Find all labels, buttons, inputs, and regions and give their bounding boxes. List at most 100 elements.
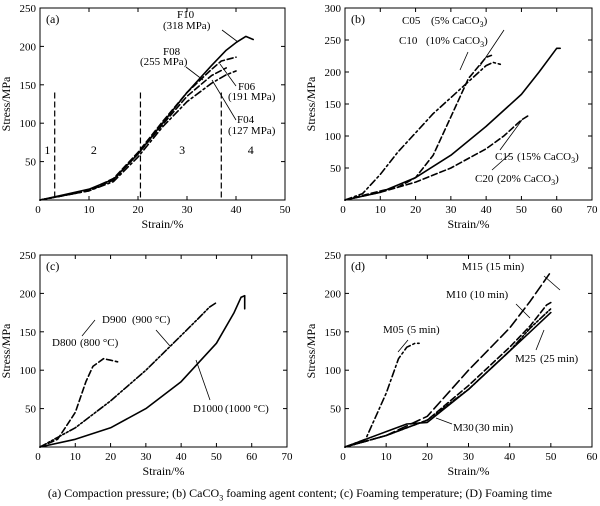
series-annotation: (1000 °C)	[225, 403, 269, 415]
y-axis-label: Stress/MPa	[0, 323, 13, 378]
series-annotation: (20% CaCO3)	[497, 173, 559, 187]
chart-panel: 10 20 30 40 50 60 0 50 100 150 200 250 Strain/% Stres…	[304, 250, 598, 478]
y-tick-label: 250	[325, 250, 342, 262]
x-axis-label: Strain/%	[142, 217, 184, 231]
series-line	[39, 301, 218, 448]
y-tick-label: 300	[325, 3, 342, 15]
x-tick-label: 60	[551, 204, 563, 216]
plot-frame	[39, 254, 288, 448]
series-line	[344, 301, 552, 448]
series-line	[344, 61, 502, 201]
leader-line	[185, 66, 204, 81]
leader-line	[219, 63, 237, 87]
x-tick-label: 20	[105, 451, 117, 463]
series-annotation: (800 °C)	[80, 337, 119, 349]
x-tick-label: 0	[340, 204, 346, 216]
y-axis-label: Stress/MPa	[0, 76, 13, 131]
x-tick-label: 0	[340, 451, 346, 463]
y-tick-label: 50	[330, 163, 342, 175]
series-annotation: (900 °C)	[132, 314, 171, 326]
series-label: M25	[515, 353, 536, 365]
series-line	[344, 342, 420, 448]
chart-panel: 10 20 30 40 50 60 70 0 50 100 150 200 250 Strain/% Str…	[0, 250, 293, 478]
leader-line	[435, 417, 453, 425]
series-label: D1000	[193, 403, 223, 415]
series-label: C20	[475, 173, 494, 185]
series-annotation: (25 min)	[540, 353, 579, 365]
x-tick-label: 50	[211, 451, 223, 463]
figure-caption: (a) Compaction pressure; (b) CaCO3 foami…	[47, 486, 553, 503]
series-label: D800	[52, 337, 77, 349]
series-label: F08	[163, 46, 181, 58]
x-tick-label: 20	[133, 204, 145, 216]
x-axis-label: Strain/%	[143, 464, 185, 478]
x-tick-label: 30	[182, 204, 194, 216]
region-label: 1	[44, 143, 50, 157]
y-tick-label: 200	[20, 41, 37, 53]
y-tick-label: 50	[25, 157, 37, 169]
series-label: C10	[399, 35, 418, 47]
series-label: F04	[237, 114, 255, 126]
series-label: D900	[102, 314, 127, 326]
leader-line	[155, 329, 171, 347]
chart-panel: 10 20 30 40 50 0 50 100 150 200 250 Strain/% Stress/…	[0, 3, 291, 231]
leader-line	[543, 275, 561, 291]
series-annotation: (5 min)	[407, 324, 440, 336]
leader-line	[195, 359, 211, 401]
series-annotation: (30 min)	[475, 422, 514, 434]
x-tick-label: 30	[445, 204, 457, 216]
x-tick-label: 70	[282, 451, 294, 463]
leader-line	[491, 153, 511, 171]
series-line	[344, 311, 552, 448]
series-annotation: (10% CaCO3)	[426, 35, 488, 49]
panel-label: (c)	[46, 259, 59, 273]
series-line	[39, 70, 237, 201]
y-tick-label: 150	[325, 327, 342, 339]
region-label: 4	[248, 143, 254, 157]
leader-line	[397, 339, 409, 353]
x-tick-label: 40	[176, 451, 188, 463]
series-annotation: (127 MPa)	[228, 125, 276, 137]
series-label: F06	[238, 81, 256, 93]
leader-line	[459, 51, 469, 71]
series-annotation: (15 min)	[486, 261, 525, 273]
y-axis-label: Stress/MPa	[304, 323, 318, 378]
series-label: M10	[446, 289, 467, 301]
x-tick-label: 50	[516, 204, 528, 216]
x-tick-label: 60	[246, 451, 258, 463]
series-annotation: (5% CaCO3)	[431, 15, 488, 29]
series-annotation: (255 MPa)	[140, 56, 188, 68]
leader-line	[81, 319, 96, 337]
x-tick-label: 30	[140, 451, 152, 463]
y-tick-label: 150	[325, 99, 342, 111]
y-tick-label: 150	[20, 80, 37, 92]
series-annotation: (318 MPa)	[163, 20, 211, 32]
x-tick-label: 40	[481, 204, 493, 216]
series-line	[39, 67, 227, 201]
series-label: M05	[383, 324, 404, 336]
y-tick-label: 50	[25, 404, 37, 416]
series-label: M15	[462, 261, 483, 273]
series-annotation: (10 min)	[470, 289, 509, 301]
x-tick-label: 60	[587, 451, 599, 463]
series-label: C05	[402, 15, 421, 27]
y-tick-label: 250	[20, 250, 37, 262]
x-tick-label: 10	[381, 451, 393, 463]
panel-label: (d)	[351, 259, 365, 273]
x-tick-label: 30	[463, 451, 475, 463]
series-label: F10	[177, 9, 195, 21]
y-tick-label: 100	[325, 131, 342, 143]
leader-line	[221, 29, 239, 43]
plot-frame	[344, 254, 593, 448]
y-tick-label: 200	[325, 67, 342, 79]
y-tick-label: 100	[20, 365, 37, 377]
leader-line	[211, 79, 237, 121]
plot-frame	[39, 7, 286, 201]
leader-line	[479, 29, 505, 67]
y-tick-label: 200	[20, 288, 37, 300]
series-line	[344, 307, 552, 448]
leader-line	[499, 119, 523, 151]
x-axis-label: Strain/%	[448, 464, 490, 478]
x-tick-label: 10	[375, 204, 387, 216]
